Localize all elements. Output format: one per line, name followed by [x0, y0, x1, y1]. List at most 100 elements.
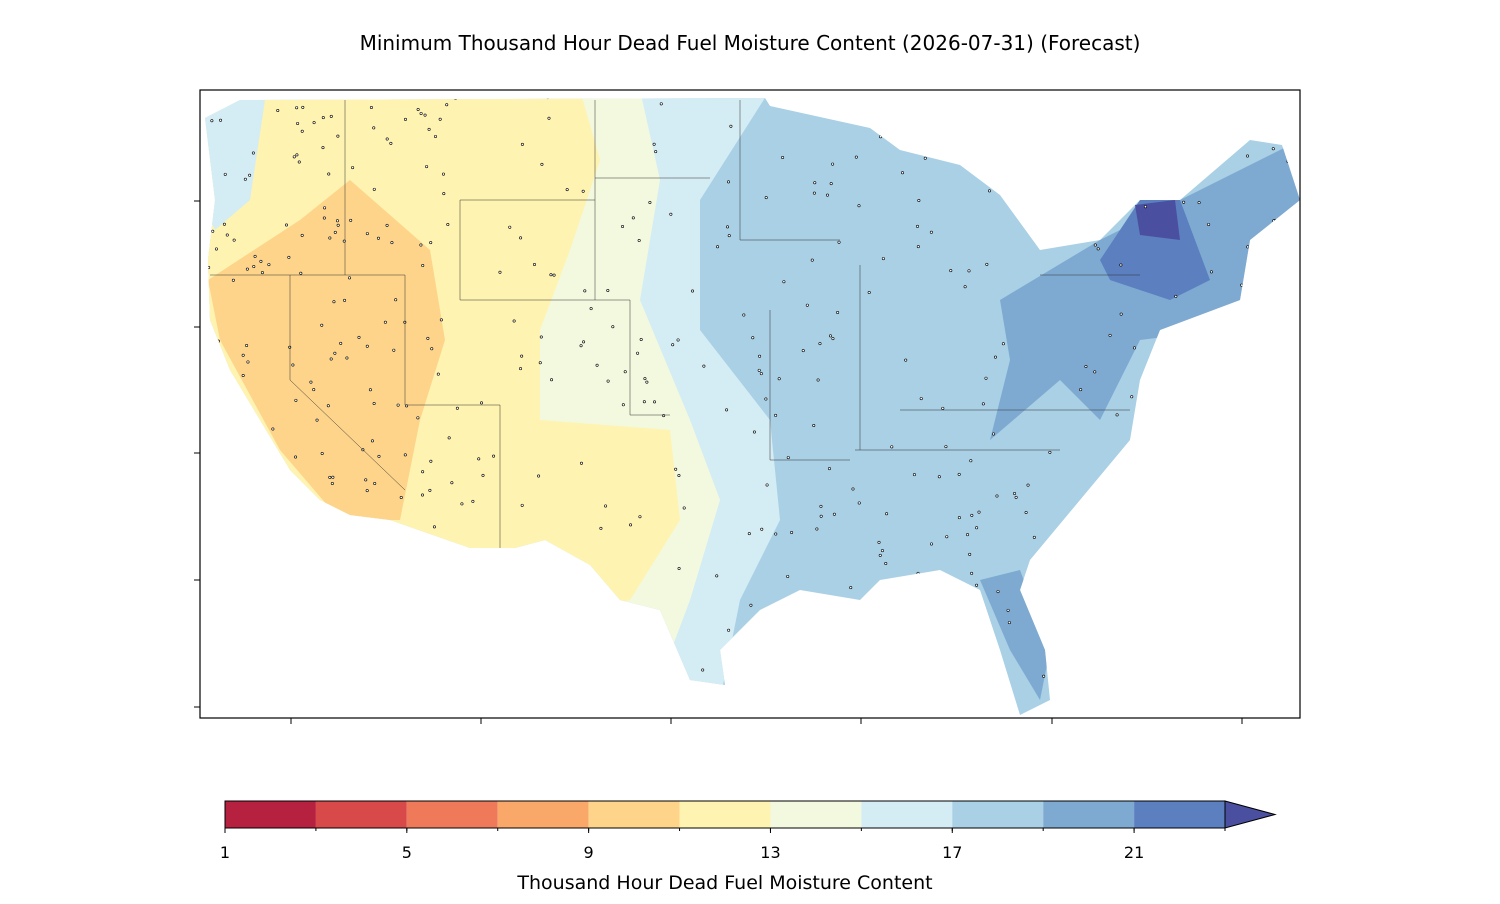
station — [396, 403, 400, 407]
station — [348, 276, 352, 280]
station — [1125, 190, 1129, 194]
station — [993, 355, 997, 359]
station — [323, 601, 327, 605]
station — [606, 288, 610, 292]
station — [385, 223, 389, 227]
station — [770, 653, 774, 657]
station — [1010, 106, 1014, 110]
station — [365, 489, 369, 493]
station — [623, 370, 627, 374]
station — [1243, 138, 1247, 142]
station — [879, 135, 883, 139]
station — [606, 379, 610, 383]
station — [372, 126, 376, 130]
station — [638, 515, 642, 519]
colorbar-segment — [406, 801, 498, 828]
station — [225, 659, 229, 663]
station — [457, 655, 461, 659]
station — [1083, 140, 1087, 144]
colorbar-tick-label: 5 — [402, 843, 412, 862]
station — [416, 416, 420, 420]
station — [287, 255, 291, 259]
station — [436, 372, 440, 376]
station — [760, 527, 764, 531]
station — [995, 494, 999, 498]
colorbar-tick-label: 21 — [1124, 843, 1144, 862]
station — [659, 102, 663, 106]
station — [1266, 315, 1270, 319]
station — [299, 271, 303, 275]
station — [428, 488, 432, 492]
station — [1177, 172, 1181, 176]
station — [447, 436, 451, 440]
colorbar-segment — [1043, 801, 1135, 828]
station — [818, 667, 822, 671]
station — [550, 378, 554, 382]
station — [582, 340, 586, 344]
station — [538, 361, 542, 365]
station — [1156, 492, 1160, 496]
station — [369, 667, 373, 671]
station — [889, 597, 893, 601]
station — [885, 512, 889, 516]
station — [1207, 222, 1211, 226]
station — [256, 632, 260, 636]
station — [284, 472, 288, 476]
station — [1226, 445, 1230, 449]
station — [1172, 192, 1176, 196]
station — [375, 566, 379, 570]
station — [812, 191, 816, 195]
station — [546, 98, 550, 100]
station — [1194, 127, 1198, 131]
station — [389, 141, 393, 145]
station — [205, 611, 209, 615]
station — [392, 348, 396, 352]
station — [445, 103, 449, 107]
station — [423, 628, 427, 632]
station — [677, 566, 681, 570]
station — [349, 218, 353, 222]
station — [1107, 481, 1111, 485]
station — [1226, 522, 1230, 526]
station — [992, 432, 996, 436]
station — [880, 549, 884, 553]
station — [648, 201, 652, 205]
station — [240, 472, 244, 476]
station — [715, 574, 719, 578]
station — [375, 551, 379, 555]
station — [399, 496, 403, 500]
station — [1242, 629, 1246, 633]
station — [245, 343, 249, 347]
station — [438, 117, 442, 121]
station — [1143, 205, 1147, 209]
station — [215, 684, 219, 688]
station — [316, 661, 320, 665]
station — [1001, 342, 1005, 346]
station — [259, 459, 263, 463]
station — [241, 374, 245, 378]
station — [1048, 450, 1052, 454]
station — [389, 685, 393, 689]
station — [492, 454, 496, 458]
station — [593, 628, 597, 632]
station — [970, 513, 974, 517]
station — [670, 674, 674, 678]
station — [643, 377, 647, 381]
station — [1275, 596, 1279, 600]
station — [916, 245, 920, 249]
station — [404, 612, 408, 616]
station — [949, 269, 953, 273]
station — [920, 626, 924, 630]
station — [1084, 598, 1088, 602]
station — [1024, 510, 1028, 514]
station — [1076, 602, 1080, 606]
station — [953, 647, 957, 651]
station — [801, 349, 805, 353]
station — [1057, 216, 1061, 220]
station — [813, 181, 817, 185]
station — [1189, 560, 1193, 564]
station — [815, 527, 819, 531]
station — [481, 473, 485, 477]
station — [1119, 162, 1123, 166]
